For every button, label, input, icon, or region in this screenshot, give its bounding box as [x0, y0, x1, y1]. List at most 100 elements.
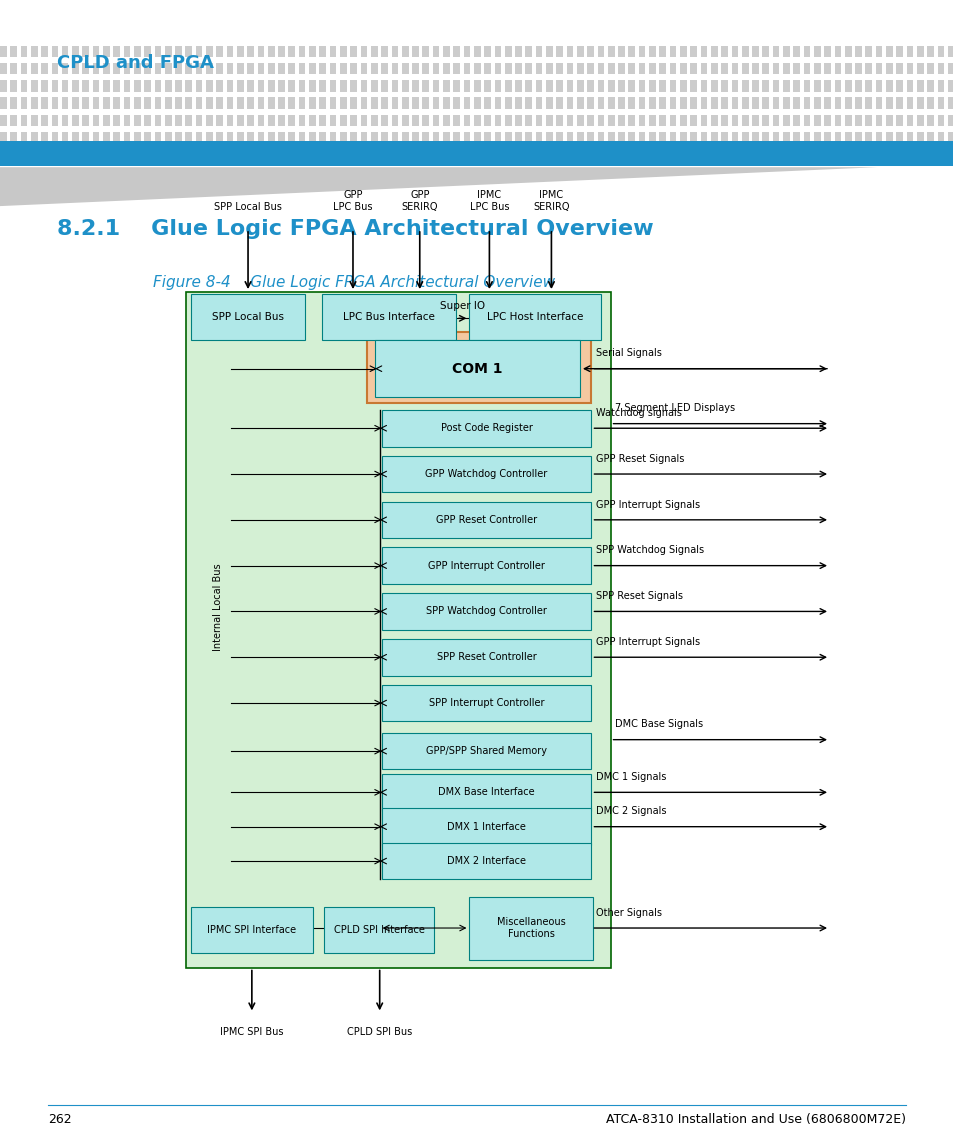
Bar — [350, 46, 356, 57]
Bar — [463, 97, 470, 109]
Bar — [731, 63, 738, 74]
Bar — [433, 97, 439, 109]
Bar — [639, 97, 645, 109]
Bar — [834, 63, 841, 74]
Bar — [926, 80, 933, 92]
Bar — [401, 63, 408, 74]
Bar — [926, 97, 933, 109]
Bar — [761, 114, 768, 126]
Bar — [587, 132, 594, 143]
Bar — [700, 80, 706, 92]
Bar — [51, 63, 58, 74]
Bar — [350, 63, 356, 74]
Bar — [525, 132, 532, 143]
Bar — [793, 97, 800, 109]
Bar — [690, 80, 697, 92]
Bar — [195, 80, 202, 92]
Bar — [433, 46, 439, 57]
Bar — [813, 114, 820, 126]
Bar — [330, 97, 336, 109]
Bar — [21, 46, 28, 57]
Bar — [710, 132, 717, 143]
Bar — [834, 97, 841, 109]
Bar — [401, 97, 408, 109]
Bar — [525, 63, 532, 74]
Bar — [690, 46, 697, 57]
Bar — [339, 63, 346, 74]
FancyBboxPatch shape — [191, 907, 313, 953]
Bar — [823, 132, 830, 143]
Bar — [720, 132, 727, 143]
Bar — [62, 63, 69, 74]
Bar — [813, 63, 820, 74]
Bar — [905, 63, 912, 74]
Bar — [937, 63, 943, 74]
Bar — [628, 46, 635, 57]
Bar — [453, 63, 459, 74]
Bar — [854, 46, 861, 57]
Bar — [371, 46, 377, 57]
Bar — [360, 132, 367, 143]
Bar — [525, 46, 532, 57]
Bar — [751, 132, 758, 143]
Bar — [556, 46, 562, 57]
Bar — [823, 46, 830, 57]
Bar — [834, 132, 841, 143]
Bar — [41, 132, 48, 143]
Bar — [309, 46, 315, 57]
Text: DMC Base Signals: DMC Base Signals — [615, 719, 702, 729]
Bar — [813, 80, 820, 92]
Bar — [206, 63, 213, 74]
Bar — [947, 80, 953, 92]
Bar — [823, 114, 830, 126]
FancyBboxPatch shape — [381, 774, 591, 811]
Bar — [442, 46, 449, 57]
Text: Miscellaneous
Functions: Miscellaneous Functions — [497, 917, 565, 939]
Bar — [710, 97, 717, 109]
Bar — [937, 46, 943, 57]
Bar — [175, 97, 182, 109]
Bar — [103, 97, 110, 109]
Text: Figure 8-4    Glue Logic FPGA Architectural Overview: Figure 8-4 Glue Logic FPGA Architectural… — [152, 275, 555, 291]
Bar — [371, 114, 377, 126]
Bar — [659, 80, 665, 92]
Bar — [875, 97, 882, 109]
Bar — [330, 80, 336, 92]
Bar — [144, 80, 151, 92]
FancyBboxPatch shape — [375, 340, 579, 397]
Bar — [10, 80, 17, 92]
Bar — [227, 80, 233, 92]
Text: LPC Host Interface: LPC Host Interface — [486, 313, 583, 322]
Bar — [391, 46, 397, 57]
Bar — [700, 132, 706, 143]
Bar — [82, 80, 89, 92]
Bar — [854, 114, 861, 126]
Bar — [227, 46, 233, 57]
Bar — [51, 46, 58, 57]
Bar — [639, 63, 645, 74]
Bar — [309, 80, 315, 92]
Bar — [916, 80, 923, 92]
Bar — [761, 132, 768, 143]
FancyBboxPatch shape — [322, 294, 456, 340]
Bar — [937, 132, 943, 143]
Bar — [679, 97, 686, 109]
Bar — [761, 97, 768, 109]
Bar — [772, 63, 779, 74]
Bar — [741, 46, 748, 57]
Bar — [556, 80, 562, 92]
Bar — [195, 97, 202, 109]
Bar — [62, 46, 69, 57]
Bar — [51, 114, 58, 126]
Bar — [124, 46, 131, 57]
Bar — [185, 132, 192, 143]
Bar — [731, 114, 738, 126]
Bar — [484, 132, 491, 143]
Bar — [720, 80, 727, 92]
Bar — [947, 46, 953, 57]
Bar — [813, 132, 820, 143]
Bar — [330, 114, 336, 126]
Bar — [10, 46, 17, 57]
Bar — [639, 132, 645, 143]
Bar — [864, 46, 871, 57]
